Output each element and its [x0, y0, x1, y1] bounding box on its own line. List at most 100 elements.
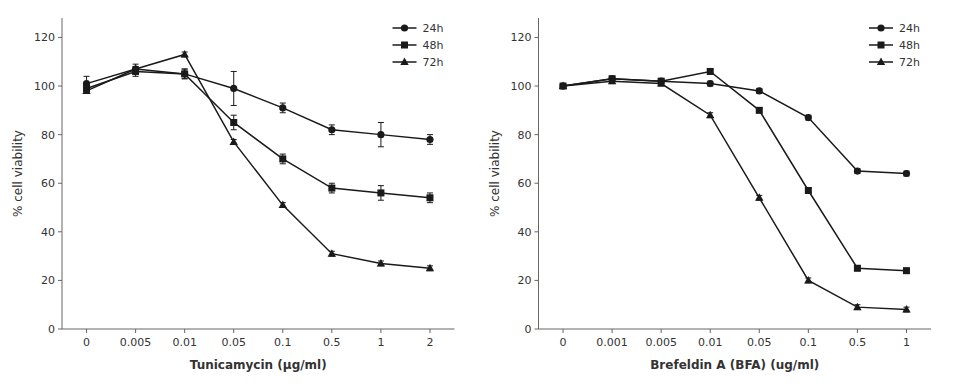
error-bar-cap [231, 105, 237, 106]
data-point [854, 167, 861, 174]
x-tick-label: 0.05 [747, 336, 772, 349]
error-bar-cap [133, 76, 139, 77]
x-tick [86, 329, 87, 333]
legend-label: 72h [899, 56, 920, 69]
y-tick [58, 86, 62, 87]
legend-label: 48h [423, 39, 444, 52]
error-bar-cap [427, 144, 433, 145]
data-point [608, 77, 616, 85]
legend-marker [401, 24, 408, 31]
error-bar [329, 183, 335, 193]
data-point [131, 65, 139, 73]
x-tick-label: 0.1 [274, 336, 292, 349]
error-bar-cap [280, 154, 286, 155]
y-tick-label: 120 [511, 31, 532, 44]
legend: 24h 48h 72h [869, 22, 920, 69]
data-point [181, 70, 188, 77]
legend-label: 72h [423, 56, 444, 69]
error-bar-cap [231, 71, 237, 72]
x-axis-line [539, 329, 932, 330]
error-bar-cap [231, 129, 237, 130]
x-tick [563, 329, 564, 333]
data-point [755, 193, 763, 201]
error-bar-cap [182, 69, 188, 70]
y-axis-label: % cell viability [488, 130, 502, 217]
data-point [426, 194, 433, 201]
data-point [854, 265, 861, 272]
error-bar-cap [84, 76, 90, 77]
data-point [230, 85, 237, 92]
data-point [805, 187, 812, 194]
y-tick [535, 329, 539, 330]
x-tick [282, 329, 283, 333]
error-bar [182, 69, 188, 79]
y-axis-line [62, 18, 63, 329]
legend-label: 48h [899, 39, 920, 52]
plot-area [559, 68, 911, 313]
x-axis-label: Brefeldin A (BFA) (ug/ml) [650, 358, 819, 372]
error-bar [280, 103, 286, 113]
y-tick [535, 231, 539, 232]
series-line [87, 69, 430, 139]
x-tick-label: 0.005 [645, 336, 677, 349]
error-bar-cap [84, 83, 90, 84]
panel: 02040608010012000.0050.010.050.10.512Tun… [11, 18, 455, 372]
error-bar-cap [378, 185, 384, 186]
data-point [756, 107, 763, 114]
error-bar-cap [329, 183, 335, 184]
y-tick-label: 120 [34, 31, 55, 44]
x-tick [661, 329, 662, 333]
error-bar [427, 193, 433, 203]
y-tick [535, 37, 539, 38]
error-bar-cap [280, 163, 286, 164]
x-tick-label: 2 [426, 336, 433, 349]
error-bar-cap [378, 200, 384, 201]
y-tick [535, 183, 539, 184]
x-tick-label: 0.01 [698, 336, 723, 349]
x-tick [184, 329, 185, 333]
data-point [377, 189, 384, 196]
series-line [563, 71, 906, 270]
x-tick [759, 329, 760, 333]
error-bar-cap [329, 134, 335, 135]
legend-label: 24h [899, 22, 920, 35]
data-point [756, 87, 763, 94]
data-point [707, 80, 714, 87]
x-tick-label: 1 [903, 336, 910, 349]
y-tick-label: 0 [48, 323, 55, 336]
legend: 24h48h72h [393, 22, 444, 69]
x-tick-label: 0.005 [120, 336, 152, 349]
error-bar-cap [427, 134, 433, 135]
y-tick [535, 280, 539, 281]
legend-marker [877, 58, 885, 66]
error-bar [378, 186, 384, 201]
error-bar [182, 69, 188, 79]
x-tick-label: 0.1 [800, 336, 818, 349]
data-point [279, 201, 287, 209]
x-tick [857, 329, 858, 333]
data-point [328, 185, 335, 192]
legend-item: 24h [869, 22, 920, 35]
legend-item: 48h [869, 39, 920, 52]
data-point [279, 155, 286, 162]
data-point [279, 104, 286, 111]
series-line [563, 81, 906, 309]
error-bar [231, 71, 237, 105]
data-point [328, 126, 335, 133]
data-point [560, 83, 567, 90]
legend-item: 72h [393, 56, 444, 69]
x-tick-label: 1 [377, 336, 384, 349]
error-bar-cap [182, 78, 188, 79]
error-bar-cap [329, 124, 335, 125]
data-point [903, 170, 910, 177]
legend-marker [877, 24, 884, 31]
data-point [706, 111, 714, 119]
error-bar-cap [427, 202, 433, 203]
y-tick-label: 60 [518, 177, 532, 190]
x-tick-label: 0 [560, 336, 567, 349]
y-axis-line [538, 18, 539, 329]
y-tick-label: 80 [41, 129, 55, 142]
x-tick [906, 329, 907, 333]
data-point [902, 305, 910, 313]
legend-item: 72h [869, 56, 920, 69]
